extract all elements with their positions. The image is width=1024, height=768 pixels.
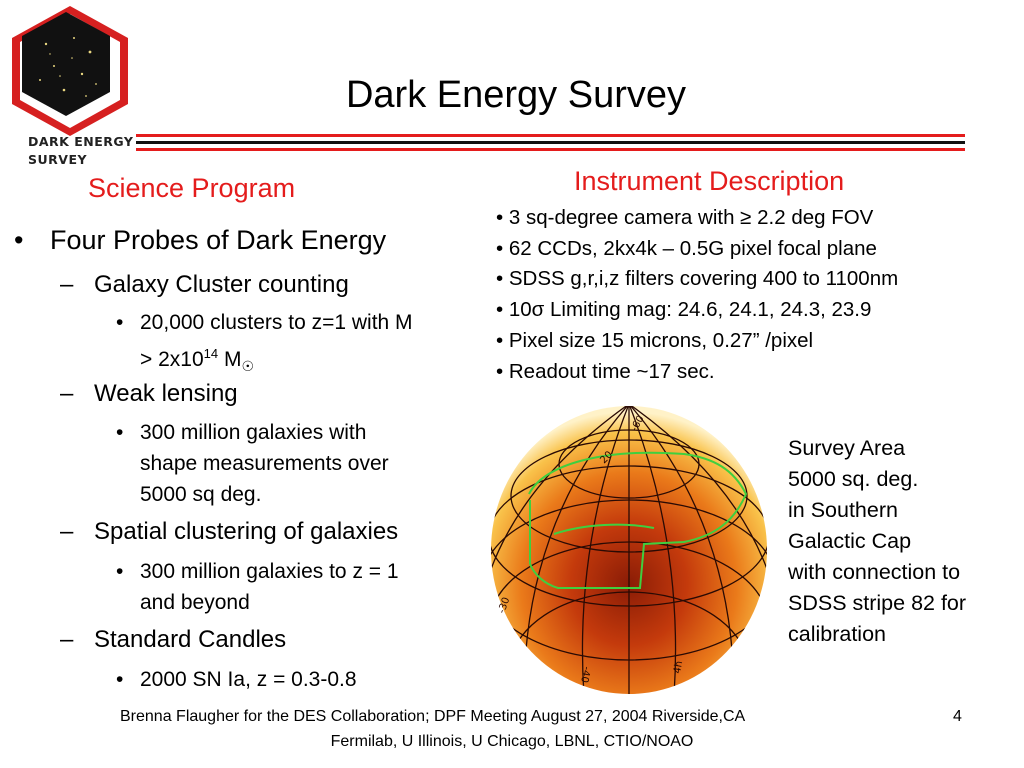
science-program-heading: Science Program bbox=[88, 173, 296, 203]
instrument-item: • 62 CCDs, 2kx4k – 0.5G pixel focal plan… bbox=[496, 237, 877, 260]
instrument-item: • 3 sq-degree camera with ≥ 2.2 deg FOV bbox=[496, 206, 874, 229]
footer-credit: Brenna Flaugher for the DES Collaboratio… bbox=[120, 708, 746, 725]
probes-title: • Four Probes of Dark Energy bbox=[14, 225, 387, 255]
map-label: -30 bbox=[496, 596, 512, 615]
survey-footprint bbox=[528, 451, 748, 589]
survey-line: in Southern bbox=[788, 498, 898, 522]
probe-item: – Spatial clustering of galaxies bbox=[60, 518, 399, 545]
probe-detail: • 300 million galaxies with shape measur… bbox=[116, 421, 389, 506]
logo-text-line2: SURVEY bbox=[28, 152, 88, 167]
survey-area-description: Survey Area 5000 sq. deg. in Southern Ga… bbox=[788, 433, 966, 650]
instrument-item: • Readout time ~17 sec. bbox=[496, 360, 715, 383]
map-graticule bbox=[491, 406, 767, 694]
page-number: 4 bbox=[953, 708, 962, 725]
probe-item: – Galaxy Cluster counting bbox=[60, 271, 349, 298]
instrument-item: • 10σ Limiting mag: 24.6, 24.1, 24.3, 23… bbox=[496, 298, 872, 321]
title-rule-red-bottom bbox=[136, 148, 965, 151]
title-rule-red-top bbox=[136, 134, 965, 137]
survey-line: SDSS stripe 82 for bbox=[788, 591, 967, 615]
probe-detail: • 300 million galaxies to z = 1 and beyo… bbox=[116, 560, 399, 614]
probe-detail: • 2000 SN Ia, z = 0.3-0.8 bbox=[116, 668, 357, 691]
slide-title: Dark Energy Survey bbox=[345, 74, 686, 116]
survey-line: 5000 sq. deg. bbox=[788, 467, 919, 491]
probe-item: – Standard Candles bbox=[60, 626, 287, 653]
survey-line: with connection to bbox=[788, 560, 961, 584]
survey-line: calibration bbox=[788, 622, 886, 646]
map-label: -40 bbox=[578, 665, 592, 683]
des-logo bbox=[12, 6, 128, 136]
instrument-item: • SDSS g,r,i,z filters covering 400 to 1… bbox=[496, 267, 899, 290]
map-label: 4h bbox=[672, 660, 685, 674]
survey-line: Galactic Cap bbox=[788, 529, 912, 553]
probe-item: – Weak lensing bbox=[60, 380, 238, 407]
logo-text-line1: DARK ENERGY bbox=[28, 134, 134, 149]
footer-institutions: Fermilab, U Illinois, U Chicago, LBNL, C… bbox=[330, 733, 694, 750]
instrument-item: • Pixel size 15 microns, 0.27” /pixel bbox=[496, 329, 814, 352]
title-rule-black bbox=[136, 141, 965, 144]
survey-line: Survey Area bbox=[788, 436, 906, 460]
instrument-heading: Instrument Description bbox=[574, 166, 845, 196]
survey-sky-map: -30 -60 -40 4h 20 bbox=[491, 406, 767, 694]
probe-detail: • 20,000 clusters to z=1 with M > 2x1014… bbox=[116, 311, 413, 375]
